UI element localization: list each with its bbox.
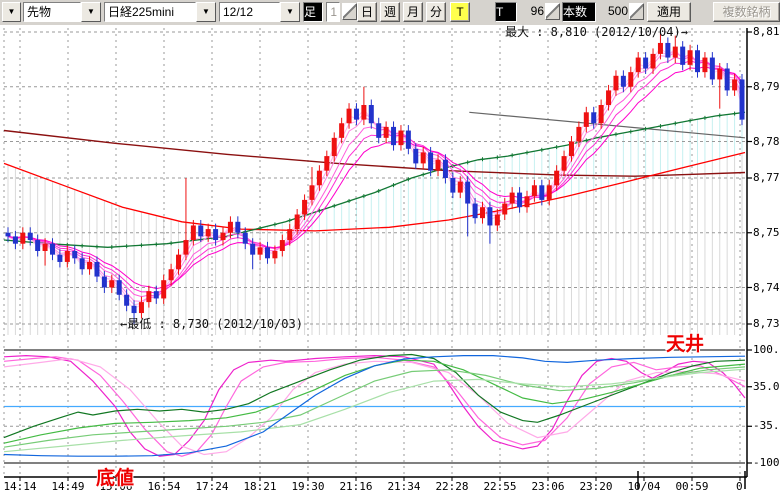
- time-axis-label: 23:20: [579, 480, 613, 493]
- bars-value: 500: [607, 4, 628, 18]
- chevron-down-icon[interactable]: ▼: [196, 2, 216, 22]
- market-select-value: 先物: [23, 2, 81, 22]
- month-button[interactable]: 月: [403, 2, 423, 22]
- time-axis-label: 22:55: [483, 480, 517, 493]
- osc-axis-label: 35.00: [753, 379, 780, 393]
- t-mode-button[interactable]: T: [495, 2, 517, 22]
- day-button[interactable]: 日: [357, 2, 377, 22]
- multi-symbol-button[interactable]: 複数銘柄: [713, 2, 780, 22]
- time-axis-label: 21:16: [339, 480, 373, 493]
- contract-month-value: 12/12: [219, 2, 280, 22]
- ashi-button[interactable]: 足: [303, 2, 323, 22]
- chart-area: 8,810 8,795 8,780 8,770 8,755 8,740 8,730 100.0…: [0, 25, 780, 500]
- time-axis-label: 18:21: [243, 480, 277, 493]
- time-axis-label: 16:54: [147, 480, 181, 493]
- time-axis-label: 00:59: [675, 480, 709, 493]
- spinner-icon[interactable]: [545, 3, 560, 21]
- price-axis-label: 8,770: [753, 171, 780, 184]
- spinner-icon[interactable]: [629, 3, 644, 21]
- min-annotation: ←最低 : 8,730 (2012/10/03): [120, 317, 303, 331]
- apply-button[interactable]: 適用: [647, 2, 691, 22]
- price-axis-label: 8,810: [753, 25, 780, 38]
- mini-select[interactable]: ▼: [2, 2, 21, 22]
- osc-axis-label: -35.00: [753, 419, 780, 433]
- time-axis-label: 15:06: [99, 480, 133, 493]
- contract-month-select[interactable]: 12/12 ▼: [219, 2, 300, 22]
- minute-button[interactable]: 分: [426, 2, 446, 22]
- time-axis-label: 21:34: [387, 480, 421, 493]
- price-axis-label: 8,755: [753, 225, 780, 239]
- spinner-icon[interactable]: [342, 3, 357, 21]
- honsu-label: 本数: [562, 2, 596, 22]
- time-axis-label: 0: [736, 480, 743, 493]
- tick-button[interactable]: T: [450, 2, 470, 22]
- symbol-select-value: 日経225mini: [104, 2, 196, 22]
- toolbar: ▼ 先物 ▼ 日経225mini ▼ 12/12 ▼ 足 1 日 週 月 分 T…: [0, 0, 780, 26]
- osc-axis-label: -100.00: [753, 456, 780, 469]
- max-annotation: 最大 : 8,810 (2012/10/04)→: [505, 25, 688, 39]
- bars-spinner[interactable]: [629, 2, 644, 22]
- bars-field[interactable]: 500: [600, 2, 628, 22]
- multi-symbol-label: 複数銘柄: [722, 5, 771, 19]
- chevron-down-icon[interactable]: ▼: [81, 2, 101, 22]
- time-axis-label: 23:06: [531, 480, 565, 493]
- interval-field[interactable]: 1: [326, 2, 340, 22]
- time-axis-label: 22:28: [435, 480, 469, 493]
- time-axis-label: 19:30: [291, 480, 325, 493]
- interval-value: 1: [330, 5, 337, 19]
- price-axis-label: 8,795: [753, 79, 780, 93]
- week-button[interactable]: 週: [380, 2, 400, 22]
- time-axis-label: 14:14: [3, 480, 37, 493]
- chevron-down-icon[interactable]: ▼: [280, 2, 300, 22]
- time-axis-label: 17:24: [195, 480, 229, 493]
- ceiling-label: 天井: [666, 334, 705, 355]
- osc-axis-label: 100.00: [753, 343, 780, 356]
- price-chart-canvas[interactable]: [0, 25, 780, 500]
- price-axis-label: 8,780: [753, 134, 780, 148]
- interval-spinner[interactable]: [342, 2, 357, 22]
- count-spinner[interactable]: [545, 2, 560, 22]
- symbol-select[interactable]: 日経225mini ▼: [104, 2, 216, 22]
- price-axis-label: 8,730: [753, 317, 780, 330]
- time-axis-label: 10/04: [627, 480, 661, 493]
- count-value: 96: [530, 4, 544, 18]
- count-field[interactable]: 96: [524, 2, 544, 22]
- time-axis-label: 14:49: [51, 480, 85, 493]
- bottom-label: 底値: [96, 468, 135, 489]
- chevron-down-icon[interactable]: ▼: [2, 2, 21, 22]
- price-axis-label: 8,740: [753, 280, 780, 294]
- market-select[interactable]: 先物 ▼: [23, 2, 101, 22]
